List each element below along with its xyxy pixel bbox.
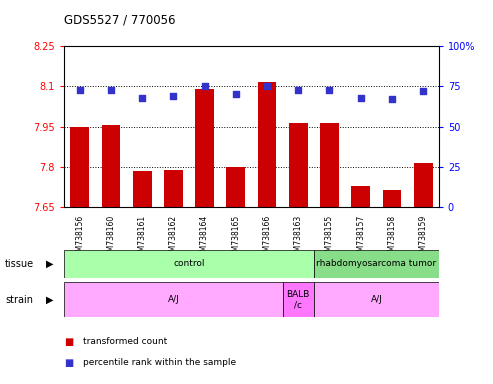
Point (419, 88, 427, 94)
Point (201, 83, 209, 89)
Point (138, 94, 146, 101)
Bar (226, 167, 245, 207)
Bar (320, 122, 339, 207)
Text: control: control (173, 260, 205, 268)
Point (294, 86, 302, 93)
Bar (282, 282, 314, 317)
Text: transformed count: transformed count (83, 337, 167, 346)
Text: ■: ■ (64, 337, 73, 347)
Point (170, 93, 177, 99)
Text: BALB
/c: BALB /c (286, 290, 310, 309)
Bar (289, 122, 308, 207)
Bar (64, 282, 282, 317)
Point (107, 86, 115, 93)
Text: percentile rank within the sample: percentile rank within the sample (83, 358, 236, 367)
Text: ▶: ▶ (45, 295, 53, 305)
Bar (314, 282, 439, 317)
Text: A/J: A/J (370, 295, 382, 304)
Point (263, 83, 271, 89)
Point (325, 86, 333, 93)
Text: tissue: tissue (5, 259, 34, 269)
Point (357, 94, 365, 101)
Bar (102, 125, 120, 207)
Bar (195, 89, 214, 207)
Bar (352, 186, 370, 207)
Text: strain: strain (5, 295, 33, 305)
Bar (133, 171, 151, 207)
Bar (64, 250, 314, 278)
Text: ▶: ▶ (45, 259, 53, 269)
Point (388, 96, 396, 103)
Bar (414, 163, 432, 207)
Bar (164, 170, 183, 207)
Point (232, 91, 240, 98)
Point (76, 86, 84, 93)
Text: ■: ■ (64, 358, 73, 368)
Text: GDS5527 / 770056: GDS5527 / 770056 (64, 14, 176, 27)
Bar (258, 82, 277, 207)
Bar (314, 250, 439, 278)
Text: A/J: A/J (168, 295, 179, 304)
Bar (70, 127, 89, 207)
Text: rhabdomyosarcoma tumor: rhabdomyosarcoma tumor (317, 260, 436, 268)
Bar (383, 190, 401, 207)
